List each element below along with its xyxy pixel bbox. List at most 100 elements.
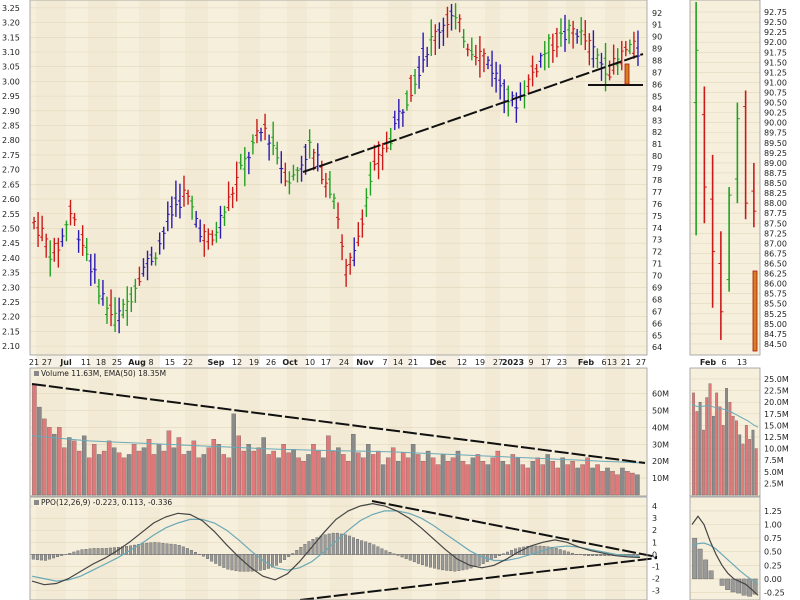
ppo-histogram-bar	[352, 537, 355, 555]
volume-bar	[81, 435, 87, 496]
volume-bar	[575, 467, 580, 496]
volume-inset-bar	[748, 439, 752, 496]
ppo-histogram-bar	[222, 554, 226, 568]
ppo-histogram-bar	[279, 554, 283, 563]
volume-legend-swatch	[34, 371, 39, 376]
x-axis-label: 17	[321, 358, 331, 367]
volume-bar	[57, 427, 62, 496]
ppo-histogram-bar	[39, 554, 43, 561]
price-left-tick: 2.95	[2, 92, 20, 101]
ppo-inset-histogram-bar	[725, 578, 731, 590]
price-left-tick: 3.15	[2, 33, 20, 42]
ppo-histogram-bar	[295, 550, 299, 555]
price-right-tick: 72	[652, 248, 662, 257]
ppo-histogram-bar	[258, 554, 262, 571]
ppo-histogram-bar	[72, 551, 76, 555]
ppo-inset-tick: 0.00	[764, 575, 782, 584]
ppo-histogram-bar	[319, 535, 323, 555]
ppo-histogram-bar	[307, 541, 311, 555]
inset-price-tick: 92.75	[764, 8, 787, 17]
ppo-histogram-bar	[412, 554, 416, 563]
volume-bar	[376, 450, 381, 496]
volume-bar	[126, 454, 132, 496]
ppo-histogram-bar	[108, 547, 112, 555]
ppo-histogram-bar	[477, 554, 481, 566]
price-right-tick: 64	[652, 343, 662, 352]
ppo-histogram-bar	[96, 548, 100, 555]
x-axis-label: 9	[528, 358, 533, 367]
ppo-histogram-bar	[323, 534, 327, 555]
x-axis-label: 17	[541, 358, 551, 367]
volume-bar	[141, 447, 147, 496]
x-axis-label: 23	[557, 358, 567, 367]
ppo-histogram-bar	[56, 554, 60, 557]
volume-bar	[91, 444, 97, 496]
volume-bar	[440, 454, 446, 496]
volume-inset-tick: 10.0M	[764, 445, 789, 454]
volume-bar	[47, 427, 52, 496]
ppo-histogram-bar	[193, 552, 197, 555]
inset-price-tick: 85.00	[764, 320, 787, 329]
volume-bar	[286, 452, 291, 496]
inset-price-tick: 90.75	[764, 89, 787, 98]
ppo-histogram-bar	[234, 554, 238, 571]
volume-bar	[52, 433, 57, 496]
price-panel-border	[29, 0, 648, 356]
grid-band	[287, 0, 307, 600]
ppo-histogram-bar	[441, 554, 445, 571]
volume-bar	[276, 457, 281, 496]
x-axis-label: 15	[165, 358, 175, 367]
volume-bar	[331, 450, 336, 496]
ppo-histogram-bar	[514, 548, 518, 555]
price-right-tick: 79	[652, 164, 662, 173]
x-axis-label: 11	[81, 358, 91, 367]
volume-bar	[306, 454, 311, 496]
price-left-tick: 3.20	[2, 19, 20, 28]
volume-bar	[62, 447, 67, 496]
ppo-histogram-bar	[595, 554, 599, 556]
volume-trendline	[31, 383, 646, 464]
volume-bar	[366, 444, 371, 496]
ppo-histogram-bar	[291, 553, 295, 555]
inset-price-tick: 87.75	[764, 209, 787, 218]
volume-bar	[530, 461, 535, 496]
ppo-histogram-bar	[335, 532, 339, 555]
volume-tick: 30M	[652, 440, 669, 449]
ppo-histogram-bar	[165, 543, 169, 555]
ppo-histogram-bar	[315, 537, 319, 555]
volume-bar	[465, 464, 471, 496]
volume-bar	[281, 444, 286, 496]
ppo-lower-trendline	[299, 557, 658, 600]
ppo-histogram-bar	[327, 533, 331, 555]
inset-price-tick: 86.75	[764, 249, 787, 258]
volume-inset-tick: 17.5M	[764, 410, 789, 419]
volume-panel-border	[29, 367, 648, 497]
volume-inset-bar	[715, 392, 719, 496]
inset-price-tick: 86.25	[764, 270, 787, 279]
price-right-tick: 83	[652, 116, 662, 125]
volume-inset-bar	[744, 425, 748, 496]
volume-bar	[176, 437, 182, 496]
ppo-histogram-bar	[283, 554, 287, 560]
x-axis-label: 19	[475, 358, 485, 367]
ppo-histogram-bar	[31, 554, 35, 560]
ppo-histogram-bar	[145, 542, 149, 555]
ppo-inset-histogram-bar	[730, 578, 736, 593]
x-axis-label: 25	[112, 358, 122, 367]
volume-bar	[485, 464, 491, 496]
inset-price-tick: 91.00	[764, 78, 787, 87]
ppo-inset-histogram-bar	[741, 578, 747, 596]
price-right-tick: 82	[652, 128, 662, 137]
volume-inset-bar	[721, 425, 725, 496]
ppo-tick: -1	[652, 563, 660, 572]
price-left-tick: 2.70	[2, 166, 20, 175]
price-left-tick: 2.55	[2, 210, 20, 219]
inset-grid	[690, 11, 760, 345]
x-axis-label: 10	[305, 358, 315, 367]
x-axis-label: Dec	[430, 358, 447, 367]
inset-price-tick: 85.50	[764, 300, 787, 309]
volume-bar	[201, 454, 207, 496]
ppo-histogram-bar	[210, 554, 214, 562]
ppo-histogram-bar	[380, 548, 384, 555]
ppo-inset-signal-line	[691, 542, 759, 585]
